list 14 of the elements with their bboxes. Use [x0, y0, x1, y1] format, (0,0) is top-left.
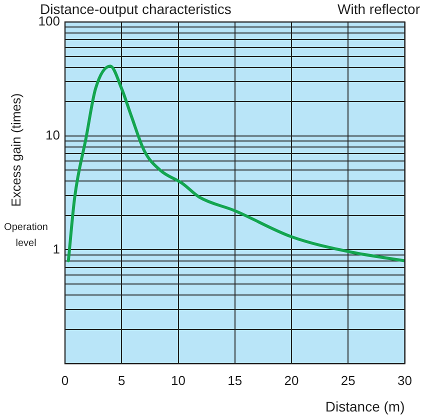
x-tick-label: 20	[284, 372, 299, 388]
x-tick-label: 0	[61, 372, 69, 388]
y-tick-label: 1	[52, 241, 60, 256]
x-tick-label: 10	[171, 372, 186, 388]
x-tick-label: 30	[398, 372, 412, 388]
x-tick-label: 5	[118, 372, 126, 388]
x-tick-label: 25	[340, 372, 356, 388]
text: Operation level	[4, 222, 48, 249]
chart-subtitle: With reflector	[338, 0, 420, 17]
y-tick-label: 10	[46, 127, 60, 142]
x-axis-title: Distance (m)	[325, 398, 405, 414]
y-axis-title: Excess gain (times)	[8, 93, 24, 207]
line-series	[66, 64, 405, 262]
x-tick-label: 15	[228, 372, 242, 388]
